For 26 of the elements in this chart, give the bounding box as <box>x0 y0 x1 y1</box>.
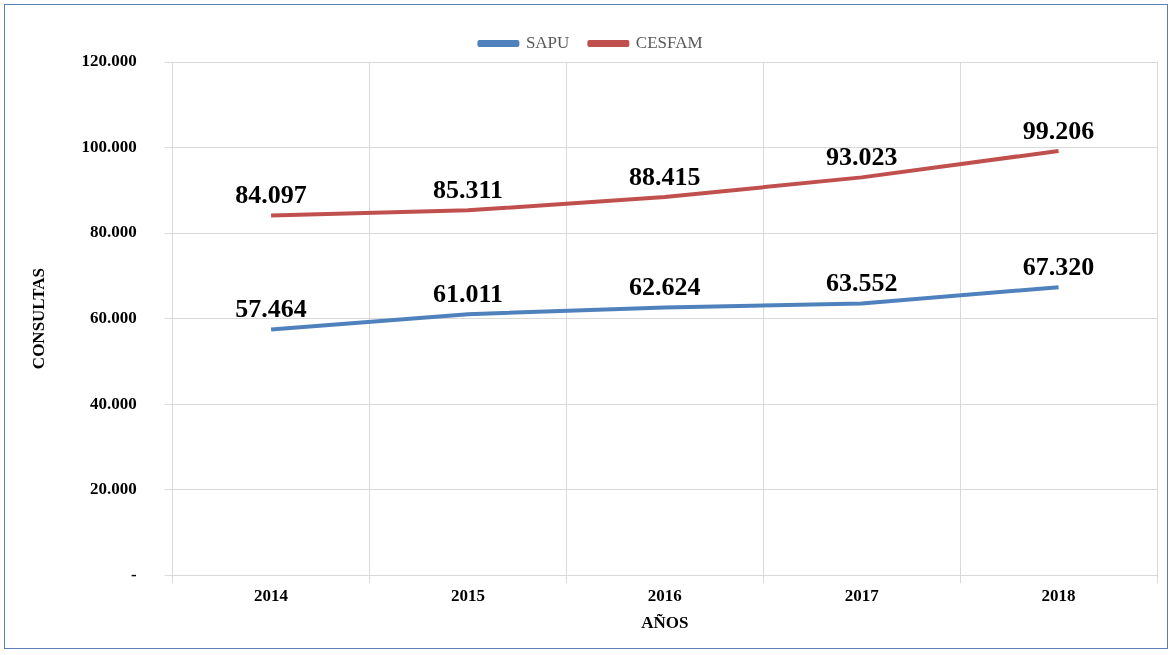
data-label: 61.011 <box>432 279 503 308</box>
data-label: 85.311 <box>432 175 503 205</box>
y-tick-label: 20.000 <box>89 479 137 499</box>
data-label: 67.320 <box>1022 252 1095 282</box>
y-tick-label: 40.000 <box>89 393 137 413</box>
y-axis-title: CONSULTAS <box>28 268 48 370</box>
data-label: 62.624 <box>629 272 701 302</box>
data-label: 57.464 <box>235 294 307 324</box>
x-tick-label: 2015 <box>450 585 485 605</box>
data-label: 63.552 <box>825 268 898 298</box>
y-tick-label: - <box>130 564 137 584</box>
data-label: 93.023 <box>825 142 898 172</box>
y-tick-label: 80.000 <box>89 222 137 242</box>
data-label: 84.097 <box>235 180 307 210</box>
x-tick-label: 2016 <box>647 585 682 605</box>
x-tick-label: 2014 <box>254 585 289 605</box>
x-axis-title: AÑOS <box>641 613 689 633</box>
x-tick-label: 2017 <box>844 585 880 605</box>
data-label: 99.206 <box>1022 115 1095 145</box>
y-tick-label: 100.000 <box>81 136 137 156</box>
y-tick-label: 60.000 <box>89 307 137 327</box>
legend-label: SAPU <box>525 32 570 52</box>
legend-label: CESFAM <box>635 32 703 52</box>
y-tick-label: 120.000 <box>81 51 137 71</box>
x-tick-label: 2018 <box>1041 585 1076 605</box>
data-label: 88.415 <box>629 161 701 191</box>
